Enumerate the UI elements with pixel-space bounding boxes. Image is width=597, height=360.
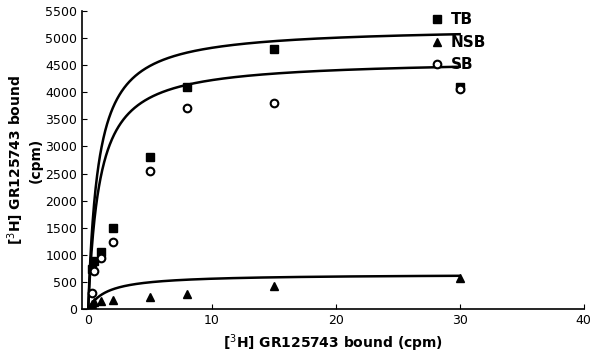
- Legend: TB, NSB, SB: TB, NSB, SB: [430, 12, 486, 72]
- TB: [88, 266, 96, 271]
- NSB: [97, 299, 104, 303]
- NSB: [146, 295, 153, 300]
- TB: [456, 85, 463, 89]
- SB: [91, 269, 98, 274]
- Line: TB: TB: [88, 45, 463, 273]
- SB: [270, 101, 278, 105]
- NSB: [109, 297, 116, 302]
- NSB: [91, 300, 98, 305]
- TB: [97, 250, 104, 255]
- NSB: [88, 302, 96, 306]
- TB: [270, 46, 278, 51]
- Y-axis label: [$^{3}$H] GR125743 bound
(cpm): [$^{3}$H] GR125743 bound (cpm): [5, 75, 42, 245]
- TB: [91, 258, 98, 263]
- TB: [109, 226, 116, 230]
- NSB: [184, 292, 191, 296]
- Line: NSB: NSB: [88, 274, 463, 308]
- TB: [146, 155, 153, 159]
- SB: [146, 169, 153, 173]
- NSB: [270, 284, 278, 288]
- SB: [88, 291, 96, 295]
- SB: [184, 106, 191, 111]
- TB: [184, 85, 191, 89]
- SB: [109, 239, 116, 244]
- NSB: [456, 276, 463, 280]
- Line: SB: SB: [88, 86, 463, 297]
- SB: [456, 87, 463, 91]
- SB: [97, 256, 104, 260]
- X-axis label: [$^{3}$H] GR125743 bound (cpm): [$^{3}$H] GR125743 bound (cpm): [223, 333, 443, 355]
